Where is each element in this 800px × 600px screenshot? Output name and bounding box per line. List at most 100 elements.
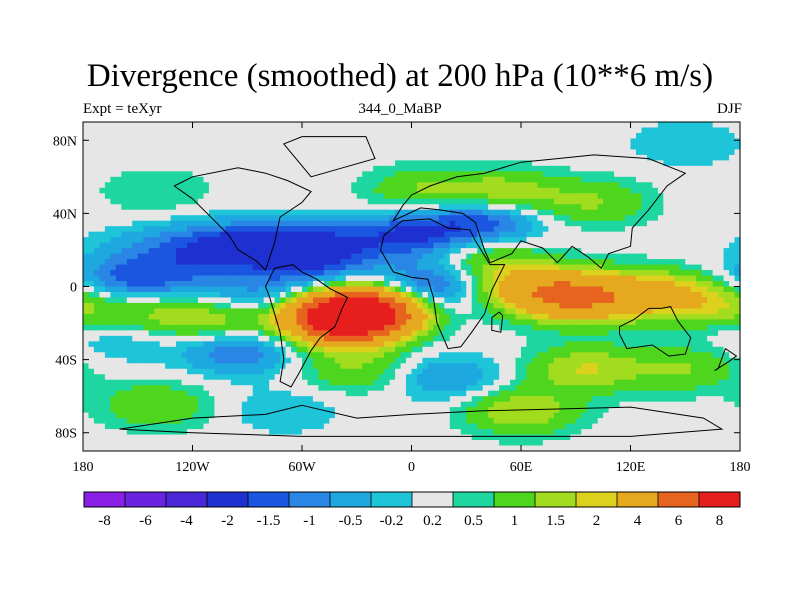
- heatmap-cell: [712, 209, 719, 216]
- heatmap-cell: [93, 220, 101, 227]
- heatmap-cell: [438, 193, 445, 200]
- heatmap-cell: [619, 264, 626, 271]
- heatmap-cell: [603, 176, 610, 183]
- heatmap-cell: [531, 215, 539, 222]
- heatmap-cell: [641, 264, 648, 271]
- heatmap-cell: [553, 143, 560, 151]
- heatmap-cell: [466, 319, 473, 326]
- heatmap-cell: [104, 215, 111, 222]
- heatmap-cell: [504, 215, 511, 222]
- heatmap-cell: [159, 259, 166, 266]
- heatmap-cell: [356, 182, 363, 189]
- heatmap-cell: [531, 138, 539, 145]
- heatmap-cell: [526, 165, 533, 172]
- heatmap-cell: [351, 122, 358, 129]
- heatmap-cell: [187, 165, 194, 172]
- heatmap-cell: [444, 275, 451, 282]
- heatmap-cell: [312, 138, 320, 145]
- heatmap-cell: [110, 330, 117, 337]
- heatmap-cell: [132, 297, 139, 304]
- heatmap-cell: [559, 143, 566, 151]
- heatmap-cell: [406, 231, 413, 238]
- heatmap-cell: [679, 330, 686, 337]
- heatmap-cell: [373, 209, 380, 216]
- heatmap-cell: [625, 237, 632, 244]
- heatmap-cell: [466, 231, 473, 238]
- heatmap-cell: [307, 281, 314, 288]
- heatmap-cell: [707, 231, 714, 238]
- heatmap-cell: [696, 127, 703, 134]
- heatmap-cell: [625, 165, 632, 172]
- heatmap-cell: [367, 319, 374, 326]
- heatmap-cell: [668, 313, 675, 320]
- heatmap-cell: [471, 138, 478, 145]
- heatmap-cell: [707, 154, 714, 161]
- heatmap-cell: [170, 335, 177, 342]
- heatmap-cell: [663, 242, 670, 249]
- heatmap-cell: [258, 313, 265, 320]
- heatmap-cell: [296, 346, 303, 353]
- heatmap-cell: [460, 160, 467, 167]
- heatmap-cell: [247, 132, 254, 140]
- heatmap-cell: [663, 324, 670, 331]
- heatmap-cell: [575, 231, 582, 238]
- heatmap-cell: [449, 182, 456, 189]
- heatmap-cell: [597, 198, 604, 205]
- heatmap-cell: [291, 341, 298, 348]
- heatmap-cell: [269, 313, 276, 320]
- heatmap-cell: [269, 324, 276, 331]
- heatmap-cell: [630, 242, 637, 249]
- heatmap-cell: [723, 143, 730, 151]
- heatmap-cell: [121, 308, 128, 315]
- heatmap-cell: [302, 291, 309, 299]
- heatmap-cell: [225, 143, 232, 151]
- heatmap-cell: [641, 270, 648, 277]
- heatmap-cell: [307, 253, 314, 260]
- heatmap-cell: [701, 253, 708, 260]
- heatmap-cell: [351, 165, 358, 172]
- heatmap-cell: [99, 297, 106, 304]
- heatmap-cell: [373, 220, 380, 227]
- heatmap-cell: [83, 259, 90, 266]
- heatmap-cell: [553, 281, 560, 288]
- heatmap-cell: [230, 204, 237, 211]
- heatmap-cell: [696, 270, 703, 277]
- heatmap-cell: [274, 302, 281, 310]
- heatmap-cell: [192, 237, 199, 244]
- heatmap-cell: [291, 154, 298, 161]
- heatmap-cell: [515, 127, 522, 134]
- heatmap-cell: [323, 291, 330, 299]
- heatmap-cell: [312, 330, 320, 337]
- heatmap-cell: [165, 231, 172, 238]
- heatmap-cell: [674, 341, 681, 348]
- heatmap-cell: [378, 319, 385, 326]
- heatmap-cell: [252, 237, 259, 244]
- heatmap-cell: [197, 165, 205, 172]
- heatmap-cell: [537, 171, 544, 178]
- heatmap-cell: [400, 122, 407, 129]
- heatmap-cell: [274, 122, 281, 129]
- heatmap-cell: [285, 335, 292, 342]
- heatmap-cell: [170, 270, 177, 277]
- heatmap-cell: [471, 198, 478, 205]
- heatmap-cell: [460, 308, 467, 315]
- heatmap-cell: [718, 187, 725, 194]
- heatmap-cell: [614, 231, 621, 238]
- heatmap-cell: [455, 281, 462, 288]
- heatmap-cell: [110, 122, 117, 129]
- heatmap-cell: [526, 242, 533, 249]
- heatmap-cell: [395, 237, 402, 244]
- heatmap-cell: [148, 127, 155, 134]
- heatmap-cell: [345, 198, 352, 205]
- heatmap-cell: [510, 149, 517, 156]
- heatmap-cell: [537, 291, 544, 299]
- heatmap-cell: [526, 248, 533, 255]
- heatmap-cell: [515, 231, 522, 238]
- heatmap-cell: [187, 302, 194, 310]
- heatmap-cell: [121, 138, 128, 145]
- heatmap-cell: [93, 149, 101, 156]
- heatmap-cell: [115, 220, 122, 227]
- heatmap-cell: [285, 291, 292, 299]
- heatmap-cell: [668, 154, 675, 161]
- heatmap-cell: [170, 154, 177, 161]
